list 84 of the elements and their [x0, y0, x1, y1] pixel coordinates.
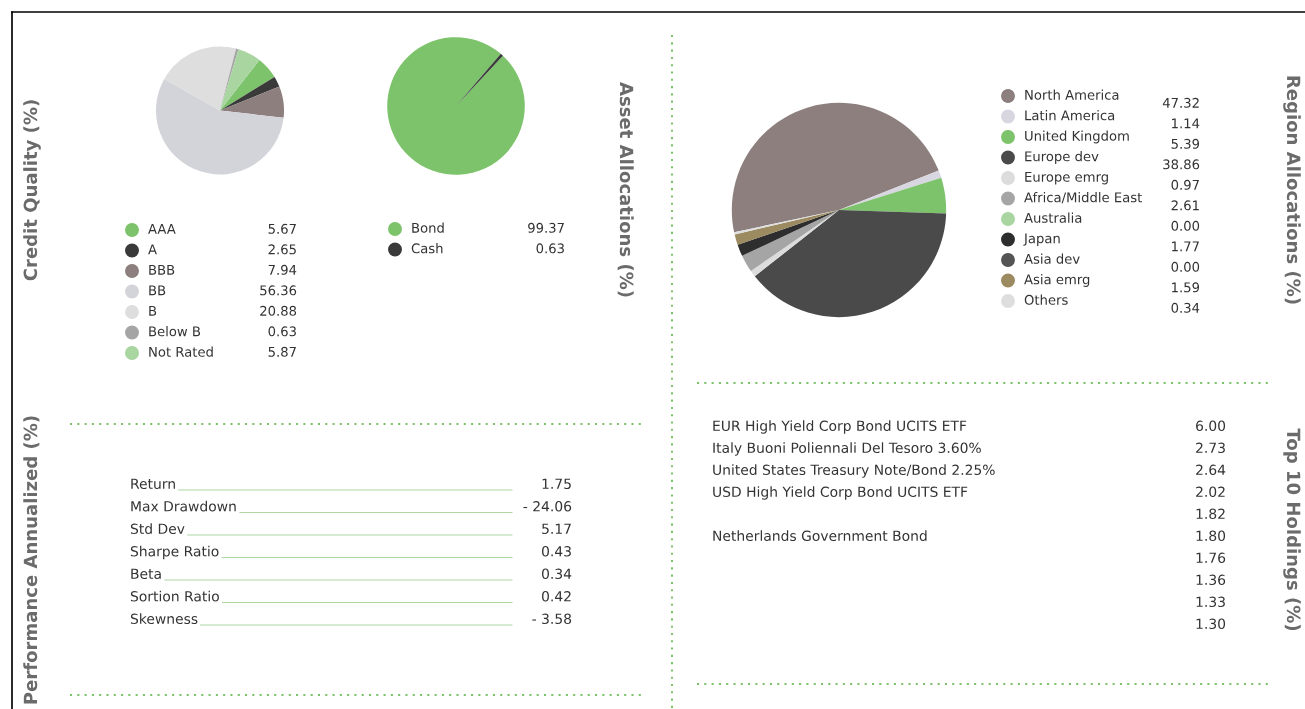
text: Top 10 Holdings (%) — [1283, 428, 1301, 631]
data-label: 56.36 — [260, 285, 297, 296]
data-label: 5.87 — [268, 346, 296, 357]
data-label: 1.77 — [1172, 241, 1199, 252]
pie-slice — [754, 210, 947, 318]
text: 1.82 — [1196, 508, 1225, 520]
text: 1.36 — [1196, 574, 1226, 586]
text: - 3.58 — [532, 613, 572, 625]
category-label: Sharpe Ratio — [130, 545, 219, 560]
data-label: 0.63 — [536, 243, 564, 254]
data-label: 0.63 — [268, 326, 296, 337]
text: 5.17 — [542, 523, 571, 535]
text: 2.73 — [1196, 442, 1225, 454]
legend-label: Asia emrg — [1024, 274, 1090, 287]
pie-slice — [839, 170, 942, 210]
legend-label: Not Rated — [149, 346, 213, 357]
category-label: Std Dev — [130, 523, 185, 535]
legend-label: Bond — [412, 222, 444, 233]
legend-label: Cash — [411, 243, 443, 254]
category-label: Italy Buoni Poliennali Del Tesoro 3.60% — [713, 442, 981, 456]
category-label: Max Drawdown — [131, 500, 236, 512]
category-label: EUR High Yield Corp Bond UCITS ETF — [713, 420, 967, 434]
legend-label: AAA — [148, 224, 176, 234]
legend-label: A — [148, 244, 157, 255]
pie-slice — [737, 210, 839, 256]
legend-label: United Kingdom — [1025, 130, 1129, 144]
text: 1.80 — [1196, 530, 1226, 542]
legend-label: Africa/Middle East — [1024, 192, 1142, 204]
legend-label: BBB — [149, 265, 175, 275]
legend-label: North America — [1025, 89, 1119, 100]
data-label: 0.97 — [1171, 179, 1199, 190]
category-label: Sortion Ratio — [130, 590, 219, 602]
text: 6.00 — [1196, 420, 1226, 432]
data-label: 5.67 — [268, 223, 296, 234]
pie-slice — [839, 177, 947, 214]
data-label: 20.88 — [260, 305, 297, 316]
pie-slice — [220, 86, 284, 118]
legend-label: Europe dev — [1025, 151, 1099, 164]
text: 1.30 — [1196, 618, 1226, 630]
text: Asset Allocations (%) — [617, 82, 634, 297]
pie-slice — [387, 37, 525, 175]
pie-slice — [731, 102, 939, 233]
text: - 24.06 — [523, 501, 572, 512]
data-label: 0.34 — [1171, 302, 1200, 313]
category-label: Netherlands Government Bond — [713, 530, 927, 542]
text: 0.00 — [1171, 220, 1200, 231]
data-label: 1.14 — [1172, 118, 1200, 129]
data-label: 38.86 — [1163, 159, 1200, 170]
legend-label: Below B — [149, 326, 201, 337]
data-label: 5.39 — [1171, 138, 1200, 149]
text: 1.33 — [1196, 596, 1225, 608]
category-label: Return — [131, 478, 175, 490]
text: 1.75 — [542, 478, 571, 490]
legend-label: Others — [1024, 294, 1068, 305]
text: 1.76 — [1196, 552, 1226, 564]
text: 0.00 — [1171, 261, 1200, 272]
legend-label: BB — [149, 285, 166, 296]
data-label: 47.32 — [1162, 97, 1199, 108]
text: Performance Annualized (%) — [23, 416, 40, 704]
legend-label: Australia — [1024, 212, 1082, 223]
category-label: USD High Yield Corp Bond UCITS ETF — [713, 486, 968, 500]
data-label: 7.94 — [268, 264, 297, 275]
pie-slice — [220, 49, 260, 111]
category-label: Skewness — [130, 613, 198, 625]
legend-label: Latin America — [1025, 110, 1115, 121]
text: 0.34 — [541, 568, 572, 580]
legend-label: Japan — [1023, 233, 1060, 246]
text: 0.43 — [541, 546, 571, 557]
legend-label: Europe emrg — [1025, 172, 1108, 185]
pie-slice — [220, 60, 275, 111]
text: 2.02 — [1196, 486, 1225, 498]
text: Region Allocations (%) — [1283, 76, 1301, 304]
category-label: Beta — [131, 568, 161, 580]
text: 2.64 — [1196, 464, 1226, 476]
legend-label: Asia dev — [1024, 253, 1080, 264]
text: 0.42 — [541, 591, 571, 602]
pie-slice — [220, 76, 280, 111]
data-label: 99.37 — [528, 222, 564, 233]
data-label: 2.61 — [1171, 200, 1199, 211]
data-label: 2.65 — [268, 244, 296, 255]
category-label: United States Treasury Note/Bond 2.25% — [713, 464, 995, 478]
legend-label: B — [149, 306, 157, 316]
data-label: 1.59 — [1172, 282, 1200, 293]
text: Credit Quality (%) — [23, 100, 41, 281]
